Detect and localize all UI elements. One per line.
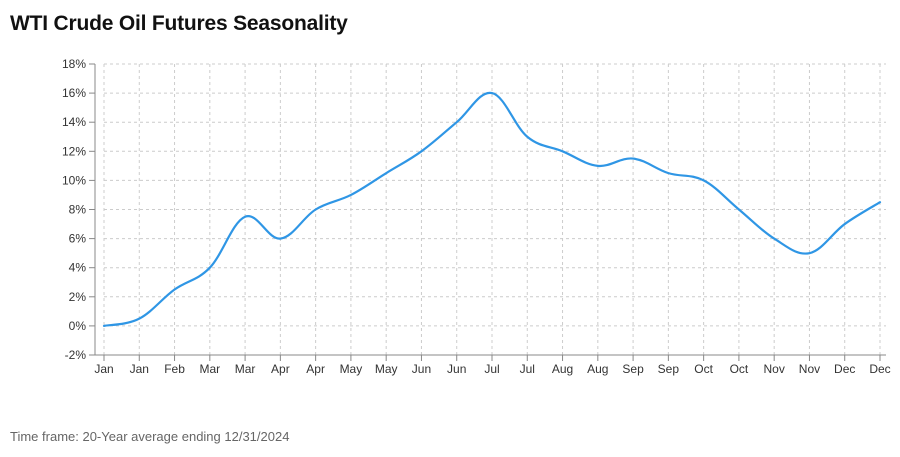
x-tick-label: Oct [694, 362, 713, 376]
data-point [561, 149, 565, 153]
x-tick-label: Dec [834, 362, 855, 376]
x-tick-labels: Jan Jan Feb Mar Mar Apr Apr May May Jun Jun Jul Jul A… [94, 362, 890, 376]
data-point [278, 237, 282, 241]
data-point [349, 193, 353, 197]
axes [89, 63, 886, 361]
seasonality-line [102, 91, 882, 327]
data-point [737, 208, 741, 212]
x-tick-label: Aug [552, 362, 573, 376]
x-tick-label: May [375, 362, 398, 376]
x-tick-label: Feb [164, 362, 185, 376]
data-point [843, 222, 847, 226]
x-tick-label: Jul [520, 362, 535, 376]
x-tick-label: Jun [412, 362, 431, 376]
data-point [419, 149, 423, 153]
data-point [596, 164, 600, 168]
y-tick-label: 2% [69, 290, 87, 304]
data-point [666, 171, 670, 175]
y-tick-label: 4% [69, 261, 87, 275]
x-tick-label: Jan [130, 362, 149, 376]
data-point [243, 215, 247, 219]
seasonality-chart: -2% 0% 2% 4% 6% 8% 10% 12% 14% 16% 18% Jan Jan Feb Ma… [62, 57, 891, 376]
data-point [173, 288, 177, 292]
x-tick-label: Sep [658, 362, 680, 376]
y-tick-label: 10% [62, 173, 86, 187]
data-point [807, 251, 811, 255]
x-tick-label: Mar [199, 362, 220, 376]
data-point [314, 208, 318, 212]
y-tick-label: -2% [65, 348, 87, 362]
data-point [772, 237, 776, 241]
x-tick-label: Jan [94, 362, 113, 376]
x-tick-label: Nov [799, 362, 820, 376]
time-frame-note: Time frame: 20-Year average ending 12/31… [10, 429, 290, 444]
x-tick-label: Sep [622, 362, 644, 376]
x-tick-label: Mar [235, 362, 256, 376]
data-point [102, 324, 106, 328]
y-tick-label: 8% [69, 203, 87, 217]
x-tick-label: Apr [306, 362, 325, 376]
y-tick-label: 18% [62, 57, 86, 71]
data-point [455, 120, 459, 124]
y-tick-label: 6% [69, 232, 87, 246]
grid [103, 63, 886, 355]
data-point [208, 266, 212, 270]
data-point [631, 157, 635, 161]
x-tick-label: Aug [587, 362, 608, 376]
data-point [137, 317, 141, 321]
x-tick-label: Apr [271, 362, 290, 376]
x-tick-label: Oct [730, 362, 749, 376]
x-tick-label: May [340, 362, 363, 376]
data-point [490, 91, 494, 95]
data-point [878, 200, 882, 204]
y-tick-label: 16% [62, 86, 86, 100]
data-point [384, 171, 388, 175]
y-tick-labels: -2% 0% 2% 4% 6% 8% 10% 12% 14% 16% 18% [62, 57, 86, 362]
y-tick-label: 12% [62, 144, 86, 158]
x-tick-label: Dec [869, 362, 890, 376]
x-tick-label: Jun [447, 362, 466, 376]
chart-title: WTI Crude Oil Futures Seasonality [10, 12, 348, 35]
data-point [702, 178, 706, 182]
x-tick-label: Nov [764, 362, 785, 376]
y-tick-label: 14% [62, 115, 86, 129]
x-tick-label: Jul [484, 362, 499, 376]
y-tick-label: 0% [69, 319, 87, 333]
data-point [525, 135, 529, 139]
series [102, 91, 882, 328]
